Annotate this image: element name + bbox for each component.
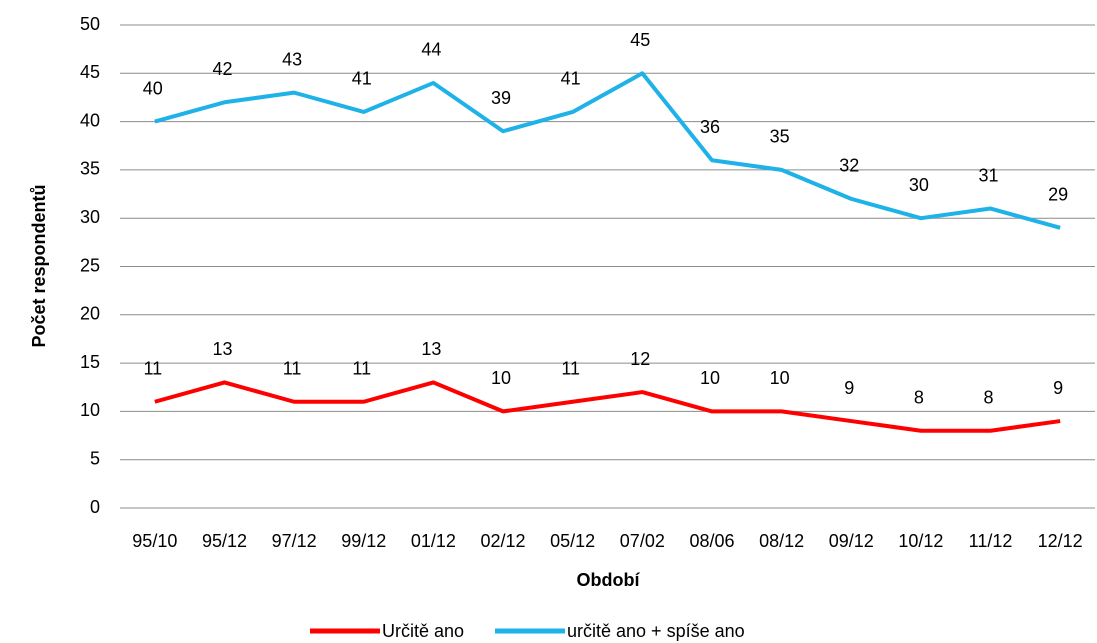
data-label: 9	[844, 378, 854, 398]
x-tick-label: 95/12	[202, 531, 247, 551]
x-tick-label: 08/12	[759, 531, 804, 551]
y-tick-label: 25	[80, 255, 100, 275]
y-tick-label: 45	[80, 62, 100, 82]
data-label: 41	[561, 69, 581, 89]
series-line	[154, 380, 1061, 433]
y-tick-label: 30	[80, 207, 100, 227]
data-label: 10	[491, 368, 511, 388]
x-tick-label: 07/02	[620, 531, 665, 551]
data-label: 35	[770, 127, 790, 147]
y-axis-title: Počet respondentů	[29, 184, 49, 347]
x-tick-label: 11/12	[969, 531, 1013, 551]
y-tick-label: 20	[80, 304, 100, 324]
data-label: 41	[352, 69, 372, 89]
x-axis-title: Období	[577, 570, 641, 590]
data-label: 10	[700, 368, 720, 388]
data-label: 40	[143, 78, 163, 98]
x-tick-label: 05/12	[550, 531, 595, 551]
data-label: 8	[914, 387, 924, 407]
data-label: 12	[630, 349, 650, 369]
x-tick-label: 12/12	[1038, 531, 1083, 551]
series-line	[154, 71, 1061, 230]
x-tick-label: 97/12	[272, 531, 317, 551]
legend-label: určitě ano + spíše ano	[567, 621, 745, 641]
y-tick-label: 0	[90, 497, 100, 517]
x-tick-label: 01/12	[411, 531, 456, 551]
y-tick-label: 10	[80, 400, 100, 420]
data-label: 8	[984, 387, 994, 407]
y-tick-label: 5	[90, 448, 100, 468]
data-label: 11	[561, 358, 580, 378]
data-label: 13	[212, 339, 232, 359]
data-label: 29	[1048, 185, 1068, 205]
y-tick-label: 15	[80, 352, 100, 372]
y-tick-label: 35	[80, 159, 100, 179]
x-tick-label: 08/06	[689, 531, 734, 551]
data-label: 11	[283, 358, 302, 378]
y-tick-label: 50	[80, 14, 100, 34]
data-label: 45	[630, 30, 650, 50]
data-label: 30	[909, 175, 929, 195]
x-tick-label: 02/12	[481, 531, 526, 551]
x-tick-label: 95/10	[132, 531, 177, 551]
data-label: 39	[491, 88, 511, 108]
y-tick-label: 40	[80, 110, 100, 130]
x-tick-label: 99/12	[341, 531, 386, 551]
x-tick-label: 10/12	[898, 531, 943, 551]
data-label: 11	[143, 358, 162, 378]
data-label: 44	[421, 40, 441, 60]
data-label: 32	[839, 156, 859, 176]
data-label: 42	[212, 59, 232, 79]
data-label: 9	[1053, 378, 1063, 398]
data-label: 31	[979, 165, 999, 185]
x-tick-label: 09/12	[829, 531, 874, 551]
legend-label: Určitě ano	[382, 621, 464, 641]
data-label: 43	[282, 49, 302, 69]
data-label: 13	[421, 339, 441, 359]
data-label: 36	[700, 117, 720, 137]
data-label: 11	[352, 358, 371, 378]
data-label: 10	[770, 368, 790, 388]
